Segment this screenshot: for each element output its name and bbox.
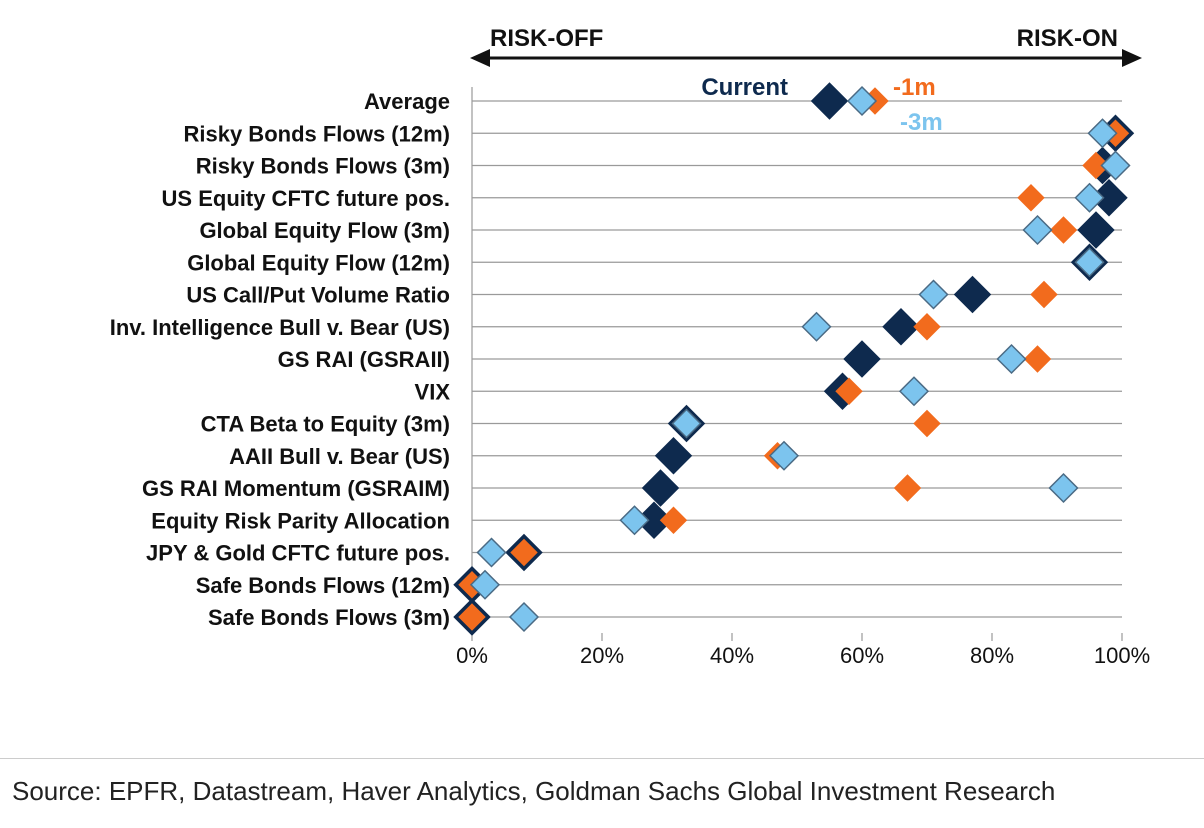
minus-3m-marker: [1074, 182, 1105, 213]
legend: Current -1m -3m: [701, 74, 942, 136]
legend-current: Current: [701, 74, 788, 101]
minus-1m-marker: [659, 506, 688, 534]
current-marker: [843, 340, 881, 378]
axes: [471, 87, 1123, 641]
minus-3m-marker: [469, 569, 501, 600]
minus-3m-marker: [1100, 150, 1131, 181]
category-label: GS RAI Momentum (GSRAIM): [142, 476, 450, 501]
x-tick-label: 0%: [456, 643, 488, 668]
current-marker: [641, 469, 680, 507]
legend-3m: -3m: [900, 109, 943, 136]
minus-1m-marker: [1017, 184, 1045, 212]
category-label: AAII Bull v. Bear (US): [229, 444, 450, 469]
risk-off-label: RISK-OFF: [490, 25, 603, 52]
x-tick-labels: 0% 20% 40% 60% 80% 100%: [456, 643, 1150, 668]
x-tick-label: 60%: [840, 643, 884, 668]
minus-3m-marker: [476, 537, 507, 568]
category-label: Global Equity Flow (12m): [187, 250, 450, 275]
category-label: Global Equity Flow (3m): [199, 218, 450, 243]
category-label: VIX: [415, 379, 451, 404]
source-note: Source: EPFR, Datastream, Haver Analytic…: [12, 776, 1056, 806]
minus-1m-marker: [1023, 345, 1052, 373]
current-marker: [654, 437, 693, 475]
current-marker: [882, 308, 920, 346]
category-label: Risky Bonds Flows (12m): [183, 121, 450, 146]
x-tick-label: 80%: [970, 643, 1014, 668]
category-label: Average: [364, 89, 450, 114]
category-label: JPY & Gold CFTC future pos.: [146, 541, 450, 566]
data-markers: [453, 82, 1135, 636]
risk-on-label: RISK-ON: [1017, 25, 1118, 52]
current-marker: [1077, 211, 1115, 249]
minus-3m-marker: [801, 311, 832, 342]
minus-1m-marker: [835, 377, 863, 405]
category-label: US Equity CFTC future pos.: [162, 186, 450, 211]
minus-1m-marker: [1082, 151, 1110, 180]
x-tick-label: 100%: [1094, 643, 1150, 668]
minus-1m-marker: [1030, 280, 1058, 309]
minus-1m-marker: [913, 409, 941, 438]
minus-3m-marker: [619, 505, 650, 536]
minus-1m-marker: [458, 603, 486, 631]
minus-3m-marker: [768, 440, 800, 471]
minus-1m-marker: [913, 313, 941, 341]
minus-1m-marker: [1049, 216, 1078, 244]
category-label: Equity Risk Parity Allocation: [151, 508, 450, 533]
minus-3m-marker: [508, 601, 540, 633]
x-tick-label: 40%: [710, 643, 754, 668]
minus-3m-marker: [898, 376, 930, 407]
minus-3m-marker: [1087, 118, 1118, 149]
category-label: Safe Bonds Flows (12m): [196, 573, 450, 598]
category-label: US Call/Put Volume Ratio: [186, 283, 450, 308]
legend-1m: -1m: [893, 74, 936, 101]
minus-3m-marker: [1022, 214, 1053, 246]
category-label: Risky Bonds Flows (3m): [196, 154, 450, 179]
minus-3m-marker: [846, 85, 878, 117]
category-labels: Average Risky Bonds Flows (12m) Risky Bond…: [110, 89, 451, 630]
minus-1m-marker: [510, 538, 538, 567]
minus-1m-marker: [893, 474, 922, 502]
minus-3m-marker: [671, 408, 702, 439]
source-divider: [0, 758, 1204, 759]
category-label: GS RAI (GSRAII): [278, 347, 450, 372]
x-tick-label: 20%: [580, 643, 624, 668]
minus-3m-marker: [918, 279, 949, 310]
current-marker: [810, 82, 849, 120]
minus-3m-marker: [996, 343, 1027, 375]
gridlines: [472, 100, 1122, 618]
risk-direction-arrow: [470, 49, 1142, 67]
category-label: CTA Beta to Equity (3m): [201, 412, 450, 437]
category-label: Inv. Intelligence Bull v. Bear (US): [110, 315, 450, 340]
minus-3m-marker: [1074, 247, 1105, 278]
current-marker: [953, 275, 992, 314]
minus-3m-marker: [1048, 472, 1079, 504]
category-label: Safe Bonds Flows (3m): [208, 605, 450, 630]
